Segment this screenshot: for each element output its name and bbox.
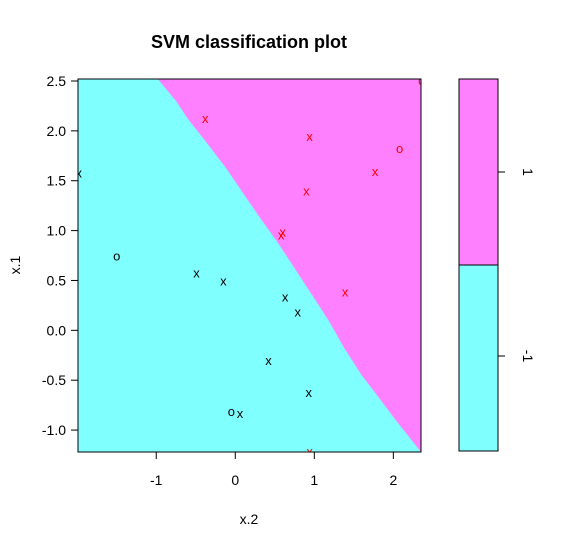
point-class-minus-1-5: x [265,353,272,368]
point-class-1-1: x [306,129,313,144]
point-class-1-2: o [396,141,403,156]
y-tick-label: 0.0 [47,322,67,338]
legend-label-minus-1: -1 [520,350,536,363]
point-class-1-7: x [342,284,349,299]
x-tick-label: 0 [231,472,239,488]
y-tick-label: 0.5 [47,272,67,288]
y-tick-label: -1.0 [42,422,66,438]
y-tick-label: 1.5 [47,173,67,189]
point-class-minus-1-4: x [294,304,301,319]
legend-label-1: 1 [520,168,536,176]
x-tick-label: 2 [389,472,397,488]
point-class-1-4: x [303,184,310,199]
x-axis: -1 0 1 2 [150,451,397,488]
point-class-minus-1-0: o [113,249,120,264]
point-class-minus-1-2: x [220,273,227,288]
point-class-minus-1-1: x [193,265,200,280]
y-tick-label: 1.0 [47,223,67,239]
x-axis-label: x.2 [240,511,259,527]
x-tick-label: -1 [150,472,163,488]
point-class-1-9: x [306,444,313,459]
x-tick-label: 1 [310,472,318,488]
y-axis-label: x.1 [7,255,23,274]
point-class-minus-1-9: x [76,166,83,181]
y-tick-label: -0.5 [42,372,66,388]
region-class-1 [157,79,421,452]
legend-swatch-class-minus-1 [458,264,499,452]
plot-area: xxoxxxxxoxoxxxxxxoxx [76,73,425,459]
point-class-minus-1-8: x [237,406,244,421]
legend-swatch-class-1 [458,78,499,266]
chart-title: SVM classification plot [151,32,347,52]
point-class-1-5: x [279,225,286,240]
point-class-minus-1-7: o [228,404,235,419]
point-class-1-6: x [278,228,285,243]
y-tick-label: 2.5 [47,73,67,89]
y-tick-label: 2.0 [47,123,67,139]
point-class-1-8: o [418,73,425,88]
data-points: xxoxxxxxoxoxxxxxxoxx [76,73,425,459]
point-class-1-3: x [372,164,379,179]
point-class-1-0: x [202,111,209,126]
point-class-minus-1-6: x [306,385,313,400]
class-legend: 1 -1 [458,78,536,452]
point-class-minus-1-3: x [282,289,289,304]
y-axis: -1.0 -0.5 0.0 0.5 1.0 1.5 2.0 2.5 [42,73,79,438]
